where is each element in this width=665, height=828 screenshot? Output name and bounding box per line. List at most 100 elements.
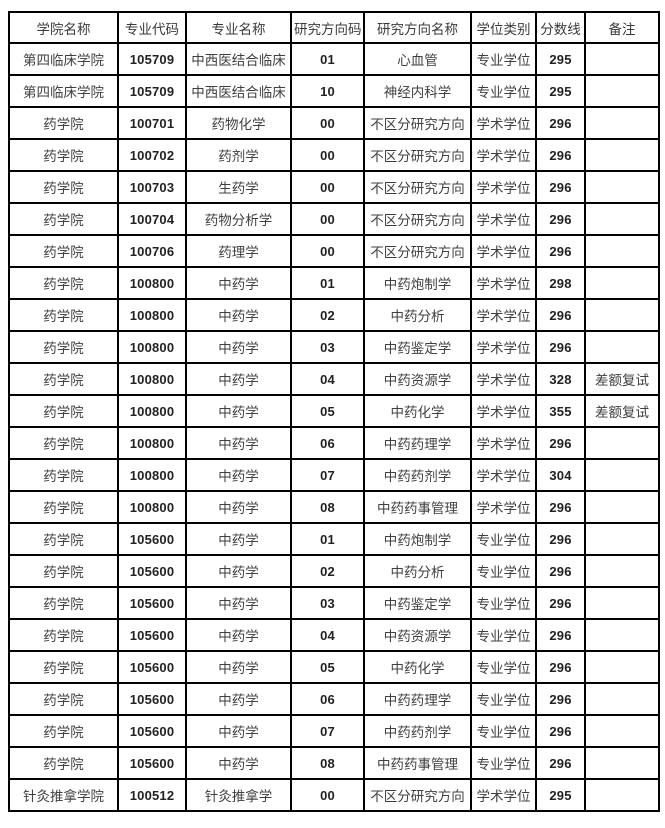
cell-major-name: 中西医结合临床 [185, 42, 292, 76]
table-row: 第四临床学院 105709 中西医结合临床 01 心血管 专业学位 295 [8, 42, 660, 76]
cell-remarks [584, 522, 660, 556]
cell-direction-code: 06 [290, 682, 365, 716]
cell-college: 药学院 [8, 266, 119, 300]
cell-college: 药学院 [8, 714, 119, 748]
cell-major-code: 105600 [117, 746, 187, 780]
cell-degree-type: 专业学位 [470, 586, 537, 620]
table-row: 针灸推拿学院 100512 针灸推拿学 00 不区分研究方向 学术学位 295 [8, 778, 660, 812]
cell-remarks: 差额复试 [584, 394, 660, 428]
cell-major-name: 中药学 [185, 362, 292, 396]
cell-direction-name: 不区分研究方向 [363, 202, 472, 236]
cell-remarks [584, 650, 660, 684]
cell-major-name: 针灸推拿学 [185, 778, 292, 812]
cell-major-name: 中药学 [185, 714, 292, 748]
cell-major-name: 中药学 [185, 586, 292, 620]
cell-major-name: 中药学 [185, 618, 292, 652]
cell-degree-type: 学术学位 [470, 106, 537, 140]
cell-major-code: 105600 [117, 618, 187, 652]
cell-major-code: 105600 [117, 714, 187, 748]
cell-remarks [584, 234, 660, 268]
cell-major-code: 105709 [117, 42, 187, 76]
cell-major-code: 105709 [117, 74, 187, 108]
table-row: 药学院 100800 中药学 06 中药药理学 学术学位 296 [8, 426, 660, 460]
cell-direction-code: 00 [290, 138, 365, 172]
cell-direction-name: 中药分析 [363, 298, 472, 332]
cell-major-name: 中药学 [185, 554, 292, 588]
table-row: 药学院 100800 中药学 02 中药分析 学术学位 296 [8, 298, 660, 332]
cell-degree-type: 学术学位 [470, 298, 537, 332]
cell-score-line: 328 [535, 362, 586, 396]
cell-college: 药学院 [8, 586, 119, 620]
cell-score-line: 295 [535, 778, 586, 812]
cell-direction-code: 04 [290, 618, 365, 652]
cell-college: 药学院 [8, 170, 119, 204]
cell-college: 药学院 [8, 490, 119, 524]
table-row: 药学院 100703 生药学 00 不区分研究方向 学术学位 296 [8, 170, 660, 204]
cell-major-name: 药物分析学 [185, 202, 292, 236]
cell-college: 药学院 [8, 682, 119, 716]
cell-college: 药学院 [8, 618, 119, 652]
table-row: 药学院 100800 中药学 05 中药化学 学术学位 355 差额复试 [8, 394, 660, 428]
table-row: 药学院 105600 中药学 05 中药化学 专业学位 296 [8, 650, 660, 684]
cell-major-code: 100800 [117, 298, 187, 332]
cell-major-name: 中药学 [185, 426, 292, 460]
cell-degree-type: 学术学位 [470, 778, 537, 812]
cell-degree-type: 专业学位 [470, 746, 537, 780]
cell-degree-type: 学术学位 [470, 458, 537, 492]
cell-score-line: 296 [535, 682, 586, 716]
cell-college: 药学院 [8, 202, 119, 236]
cell-degree-type: 学术学位 [470, 170, 537, 204]
cell-score-line: 296 [535, 426, 586, 460]
cell-score-line: 355 [535, 394, 586, 428]
cell-direction-name: 中药资源学 [363, 618, 472, 652]
cell-score-line: 296 [535, 298, 586, 332]
cell-major-code: 100512 [117, 778, 187, 812]
cell-direction-code: 03 [290, 330, 365, 364]
cell-major-code: 100800 [117, 458, 187, 492]
cell-major-name: 药理学 [185, 234, 292, 268]
cell-major-code: 105600 [117, 650, 187, 684]
cell-remarks [584, 682, 660, 716]
cell-degree-type: 学术学位 [470, 362, 537, 396]
cell-direction-code: 00 [290, 778, 365, 812]
cell-direction-code: 08 [290, 490, 365, 524]
cell-college: 第四临床学院 [8, 74, 119, 108]
cell-college: 药学院 [8, 426, 119, 460]
cell-direction-code: 00 [290, 202, 365, 236]
cell-score-line: 296 [535, 714, 586, 748]
table-row: 药学院 100800 中药学 07 中药药剂学 学术学位 304 [8, 458, 660, 492]
cell-degree-type: 学术学位 [470, 330, 537, 364]
cell-college: 药学院 [8, 138, 119, 172]
cell-direction-code: 05 [290, 650, 365, 684]
cell-direction-name: 心血管 [363, 42, 472, 76]
cell-remarks [584, 266, 660, 300]
cell-score-line: 296 [535, 618, 586, 652]
cell-score-line: 296 [535, 170, 586, 204]
cell-direction-name: 中药鉴定学 [363, 586, 472, 620]
table-row: 药学院 100702 药剂学 00 不区分研究方向 学术学位 296 [8, 138, 660, 172]
table-body: 第四临床学院 105709 中西医结合临床 01 心血管 专业学位 295 第四临床学院 105… [8, 42, 660, 812]
cell-college: 药学院 [8, 362, 119, 396]
cell-direction-name: 中药药剂学 [363, 714, 472, 748]
cell-remarks [584, 458, 660, 492]
cell-direction-name: 中药炮制学 [363, 266, 472, 300]
cell-college: 药学院 [8, 650, 119, 684]
cell-major-name: 药剂学 [185, 138, 292, 172]
cell-remarks: 差额复试 [584, 362, 660, 396]
cell-score-line: 295 [535, 74, 586, 108]
table-row: 药学院 100800 中药学 04 中药资源学 学术学位 328 差额复试 [8, 362, 660, 396]
cell-direction-name: 不区分研究方向 [363, 234, 472, 268]
table-row: 药学院 105600 中药学 01 中药炮制学 专业学位 296 [8, 522, 660, 556]
cell-major-code: 100702 [117, 138, 187, 172]
cell-major-name: 生药学 [185, 170, 292, 204]
cell-major-name: 中药学 [185, 522, 292, 556]
cell-major-code: 100800 [117, 426, 187, 460]
cell-direction-name: 中药药事管理 [363, 746, 472, 780]
cell-direction-name: 中药药理学 [363, 426, 472, 460]
cell-direction-name: 中药资源学 [363, 362, 472, 396]
cell-remarks [584, 778, 660, 812]
cell-direction-name: 中药药剂学 [363, 458, 472, 492]
cell-degree-type: 专业学位 [470, 618, 537, 652]
cell-major-name: 中药学 [185, 330, 292, 364]
cell-direction-name: 不区分研究方向 [363, 138, 472, 172]
